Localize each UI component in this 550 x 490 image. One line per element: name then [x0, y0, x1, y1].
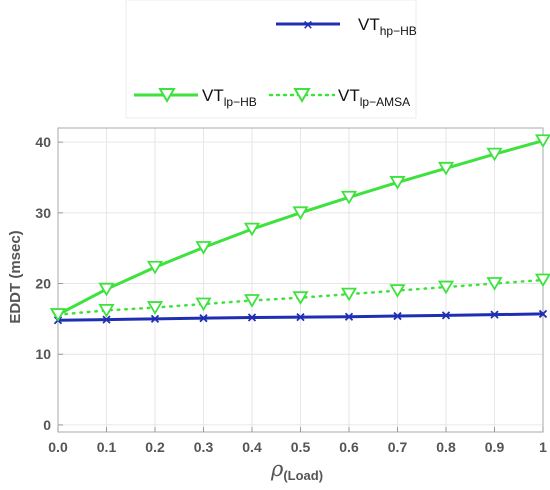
data-point-triangle-marker [486, 277, 503, 291]
marker-stroke [441, 311, 451, 320]
data-point-triangle-marker [389, 284, 406, 298]
marker-stroke [393, 311, 402, 321]
marker-stroke [247, 313, 257, 322]
data-point-x-marker [344, 312, 354, 321]
marker-stroke [199, 314, 208, 323]
x-tick-label: 0.7 [388, 439, 408, 455]
x-tick-label: 0.4 [242, 439, 262, 455]
x-axis-label-sub: (Load) [283, 468, 323, 483]
x-tick-label: 0.5 [291, 439, 311, 455]
data-point-x-marker [247, 313, 257, 322]
data-point-triangle-marker [389, 176, 406, 190]
legend-label-lp-amsa: VTlp−AMSA [338, 86, 410, 109]
legend-label-hp-hb: VThp−HB [358, 15, 417, 38]
x-tick-label: 0.9 [485, 439, 505, 455]
data-point-triangle-marker [437, 161, 455, 176]
y-tick-label: 40 [35, 134, 51, 150]
data-point-x-marker [441, 311, 451, 320]
legend-marker-hp-hb: × [303, 18, 314, 33]
x-tick-label: 1 [539, 439, 547, 455]
y-tick-label: 0 [43, 417, 51, 433]
marker-stroke [102, 315, 111, 324]
data-point-x-marker [102, 315, 111, 324]
marker-stroke [490, 310, 499, 319]
y-tick-label: 30 [35, 205, 51, 221]
x-tick-label: 0.1 [97, 439, 117, 455]
x-tick-label: 0.6 [339, 439, 359, 455]
data-point-triangle-marker [98, 282, 115, 297]
data-point-triangle-marker [534, 273, 550, 288]
data-point-x-marker [393, 311, 402, 321]
legend-label-lp-amsa-sub: lp−AMSA [360, 95, 410, 109]
legend-label-hp-hb-main: VT [358, 15, 380, 34]
legend-label-lp-amsa-main: VT [338, 86, 360, 105]
data-point-triangle-marker [146, 260, 164, 275]
data-point-triangle-marker [98, 303, 115, 318]
y-tick-label: 20 [35, 276, 51, 292]
data-point-triangle-marker [195, 241, 212, 255]
data-point-triangle-marker [534, 134, 550, 148]
data-point-triangle-marker [146, 301, 164, 315]
y-axis-label: EDDT (msec) [7, 230, 24, 323]
legend-label-lp-hb-sub: lp−HB [224, 95, 257, 109]
gridlines [57, 128, 544, 432]
data-point-triangle-marker [243, 294, 261, 308]
marker-stroke [150, 314, 160, 324]
y-tick-label: 10 [35, 346, 51, 362]
series-layer [49, 134, 550, 325]
data-point-triangle-marker [437, 280, 455, 295]
legend-marker-lp-amsa [293, 88, 311, 103]
data-point-x-marker [490, 310, 499, 319]
data-point-triangle-marker [292, 206, 309, 221]
data-point-triangle-marker [195, 297, 212, 312]
legend: × VThp−HB VTlp−HB VTlp−AMSA [125, 0, 417, 119]
data-point-triangle-marker [292, 291, 309, 305]
series-line-2 [56, 278, 545, 316]
data-point-x-marker [296, 312, 305, 322]
data-point-triangle-marker [243, 222, 261, 237]
x-axis-label: ρ(Load) [270, 457, 323, 483]
legend-label-hp-hb-sub: hp−HB [380, 24, 417, 38]
data-point-triangle-marker [340, 287, 358, 302]
data-point-triangle-marker [49, 308, 67, 322]
legend-box [125, 0, 417, 119]
x-tick-label: 0.2 [145, 439, 165, 455]
marker-stroke [296, 312, 305, 322]
x-axis-label-main: ρ [270, 457, 284, 481]
data-point-x-marker [199, 314, 208, 323]
x-tick-label: 0.8 [436, 439, 456, 455]
legend-label-lp-hb: VTlp−HB [202, 86, 257, 109]
legend-marker-lp-hb [158, 88, 176, 103]
marker-stroke [538, 309, 548, 319]
x-tick-label: 0.3 [194, 439, 214, 455]
data-point-triangle-marker [340, 190, 358, 205]
data-point-x-marker [150, 314, 160, 324]
legend-label-lp-hb-main: VT [202, 86, 224, 105]
x-axis-ticks: 0.0 0.1 0.2 0.3 0.4 0.5 0.6 0.7 0.8 0.9 1 [48, 427, 547, 455]
marker-stroke [344, 312, 354, 321]
y-axis-ticks: 0 10 20 30 40 [35, 134, 63, 433]
x-tick-label: 0.0 [48, 439, 68, 455]
data-point-triangle-marker [486, 147, 503, 162]
data-point-x-marker [538, 309, 548, 319]
